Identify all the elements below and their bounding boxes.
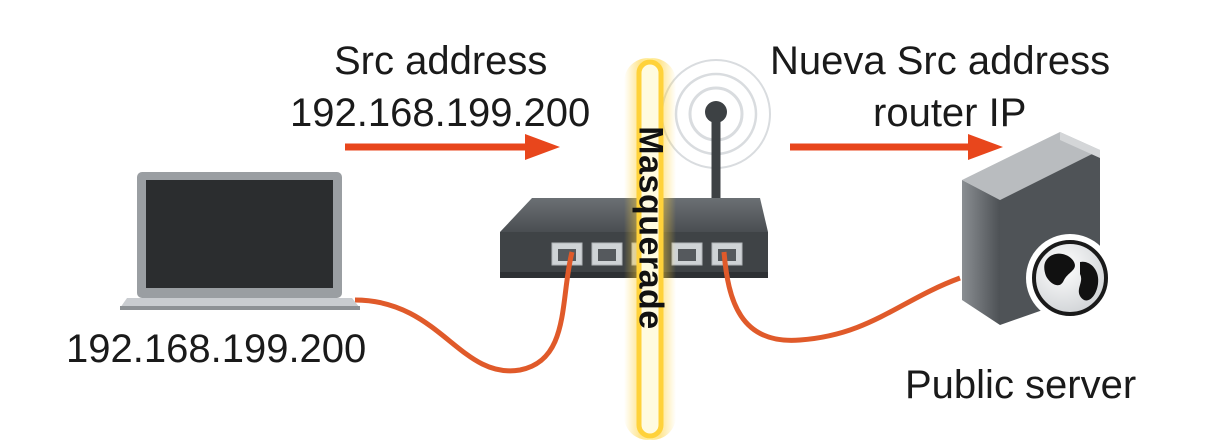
globe-icon [1026, 234, 1114, 322]
router-ip-label: router IP [873, 91, 1027, 135]
public-server-label: Public server [905, 363, 1137, 407]
laptop-ip-label: 192.168.199.200 [66, 327, 367, 371]
masquerade-label: Masquerade [631, 126, 670, 330]
masquerade-band [624, 58, 676, 440]
laptop-icon [120, 172, 360, 310]
src-address-label: Src address [334, 39, 548, 83]
right-arrow [790, 134, 1003, 160]
new-src-address-label: Nueva Src address [770, 39, 1111, 83]
left-arrow [345, 134, 560, 160]
server-cable [721, 251, 961, 343]
laptop-cable [354, 251, 575, 374]
src-address-ip: 192.168.199.200 [290, 91, 591, 135]
